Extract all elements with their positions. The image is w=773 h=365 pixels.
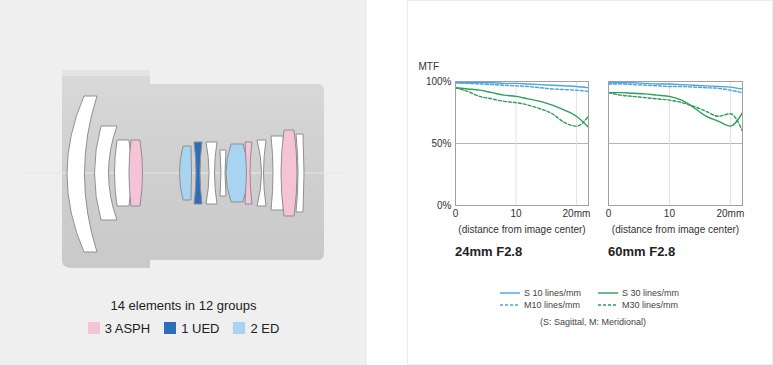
svg-text:100%: 100%: [426, 76, 452, 87]
html-text:(S: Sagittal, M: Meridional): (S: Sagittal, M: Meridional): [540, 317, 646, 327]
svg-text:0%: 0%: [437, 200, 452, 211]
html-text:1 UED: 1 UED: [181, 321, 220, 336]
svg-text:0: 0: [606, 208, 612, 219]
html-text:M10 lines/mm: M10 lines/mm: [524, 300, 580, 310]
html-text:S 30 lines/mm: S 30 lines/mm: [622, 288, 679, 298]
html-text:60mm F2.8: 60mm F2.8: [608, 244, 676, 259]
svg-text:(distance from image center): (distance from image center): [612, 224, 739, 235]
svg-text:10: 10: [510, 208, 522, 219]
html-text:S 10 lines/mm: S 10 lines/mm: [524, 288, 581, 298]
svg-text:20mm: 20mm: [563, 208, 591, 219]
html-text:3 ASPH: 3 ASPH: [104, 321, 151, 336]
html-text:2 ED: 2 ED: [250, 321, 280, 336]
svg-text:0: 0: [453, 208, 459, 219]
svg-text:MTF: MTF: [419, 61, 440, 72]
html-text:M30 lines/mm: M30 lines/mm: [622, 300, 678, 310]
svg-text:20mm: 20mm: [716, 208, 744, 219]
html-text:24mm F2.8: 24mm F2.8: [455, 244, 523, 259]
html-text:14 elements in 12 groups: 14 elements in 12 groups: [110, 298, 257, 313]
svg-text:50%: 50%: [431, 138, 451, 149]
svg-text:(distance from image center): (distance from image center): [458, 224, 585, 235]
svg-text:10: 10: [664, 208, 676, 219]
